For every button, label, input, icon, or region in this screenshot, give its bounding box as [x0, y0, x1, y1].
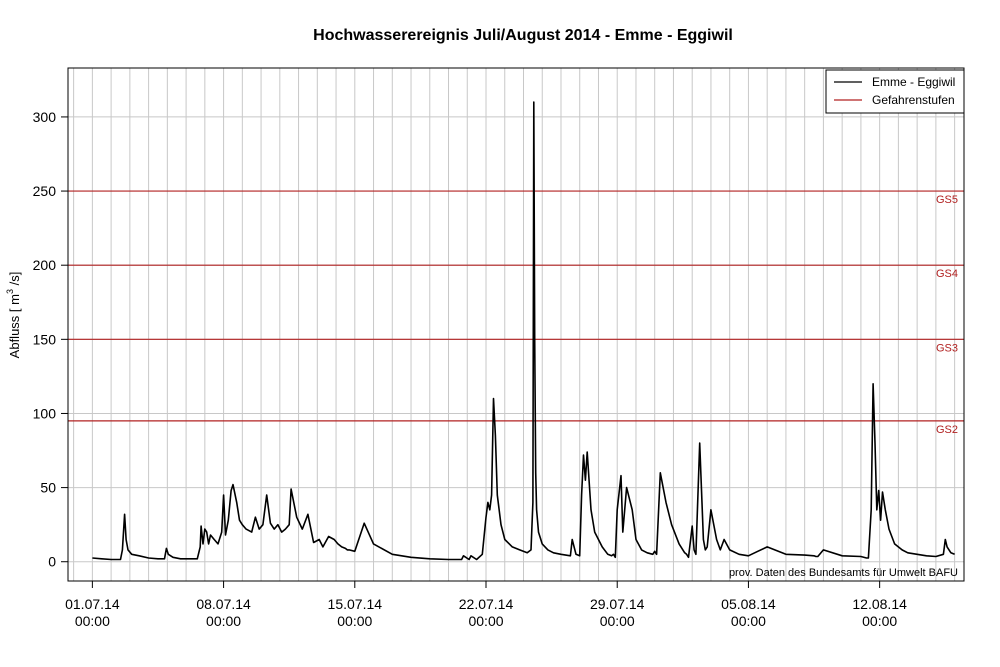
x-tick-label-date: 29.07.14 [590, 596, 645, 612]
danger-level-label-gs2: GS2 [936, 424, 958, 436]
legend-box [825, 69, 965, 114]
x-tick-label-time: 00:00 [862, 613, 897, 629]
x-tick-label-time: 00:00 [600, 613, 635, 629]
y-tick-label: 150 [33, 331, 57, 347]
x-tick-label-time: 00:00 [337, 613, 372, 629]
y-tick-label: 250 [33, 183, 57, 199]
y-tick-label: 50 [40, 480, 56, 496]
vertical-grid [73, 68, 956, 581]
y-axis-title: Abfluss [ m3 /s] [5, 272, 22, 359]
legend-label-emme-eggiwil: Emme - Eggiwil [872, 75, 955, 89]
danger-level-label-gs5: GS5 [936, 194, 958, 206]
danger-level-label-gs4: GS4 [936, 268, 958, 280]
y-tick-label: 100 [33, 405, 57, 421]
x-tick-label-date: 05.08.14 [721, 596, 776, 612]
y-axis: 0 50 100 150 200 250 300 [33, 109, 68, 570]
x-tick-label-date: 08.07.14 [196, 596, 251, 612]
x-tick-label-time: 00:00 [468, 613, 503, 629]
x-axis: 01.07.1400:0008.07.1400:0015.07.1400:002… [65, 581, 907, 629]
danger-levels: GS2 GS3 GS4 GS5 [68, 190, 964, 436]
legend: Emme - Eggiwil Gefahrenstufen [825, 69, 965, 114]
series-line-emme-eggiwil [92, 101, 955, 561]
y-tick-label: 300 [33, 109, 57, 125]
x-tick-label-time: 00:00 [731, 613, 766, 629]
y-tick-label: 200 [33, 257, 57, 273]
y-tick-label: 0 [48, 554, 56, 570]
legend-label-gefahrenstufen: Gefahrenstufen [872, 93, 955, 107]
x-tick-label-date: 22.07.14 [459, 596, 514, 612]
x-tick-label-date: 01.07.14 [65, 596, 120, 612]
x-tick-label-date: 12.08.14 [852, 596, 907, 612]
danger-level-label-gs3: GS3 [936, 342, 958, 354]
source-note: prov. Daten des Bundesamts für Umwelt BA… [729, 567, 958, 579]
x-tick-label-time: 00:00 [75, 613, 110, 629]
chart-title: Hochwasserereignis Juli/August 2014 - Em… [313, 27, 733, 44]
plot-border [67, 67, 965, 582]
x-tick-label-time: 00:00 [206, 613, 241, 629]
x-tick-label-date: 15.07.14 [328, 596, 383, 612]
